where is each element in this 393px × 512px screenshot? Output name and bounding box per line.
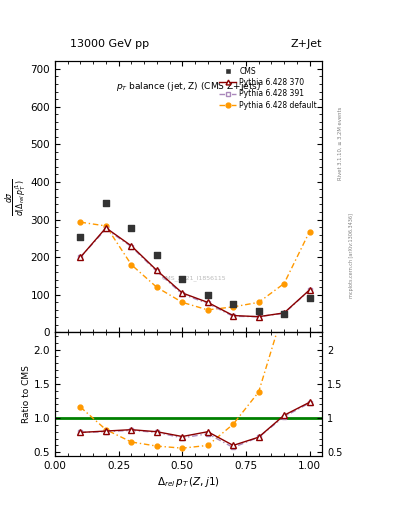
Point — [255, 307, 262, 315]
Point — [179, 274, 185, 283]
Point — [281, 310, 287, 318]
Point — [307, 294, 313, 302]
Point — [154, 251, 160, 260]
Y-axis label: Ratio to CMS: Ratio to CMS — [22, 365, 31, 423]
X-axis label: $\Delta_{rel}\,p_T\,(Z,j1)$: $\Delta_{rel}\,p_T\,(Z,j1)$ — [157, 475, 220, 489]
Text: CMS_2021_I1856115: CMS_2021_I1856115 — [162, 275, 226, 281]
Point — [205, 291, 211, 299]
Point — [128, 224, 134, 232]
Point — [103, 199, 109, 207]
Text: Z+Jet: Z+Jet — [291, 38, 322, 49]
Point — [77, 233, 84, 241]
Y-axis label: $\frac{d\sigma}{d(\Delta_{rel}\,p_T^{j1})}$: $\frac{d\sigma}{d(\Delta_{rel}\,p_T^{j1}… — [4, 178, 29, 216]
Point — [230, 300, 236, 308]
Legend: CMS, Pythia 6.428 370, Pythia 6.428 391, Pythia 6.428 default: CMS, Pythia 6.428 370, Pythia 6.428 391,… — [218, 65, 318, 111]
Text: $p_T$ balance (jet, Z) (CMS Z+jets): $p_T$ balance (jet, Z) (CMS Z+jets) — [116, 80, 261, 93]
Text: mcplots.cern.ch [arXiv:1306.3436]: mcplots.cern.ch [arXiv:1306.3436] — [349, 214, 354, 298]
Text: Rivet 3.1.10, ≥ 3.2M events: Rivet 3.1.10, ≥ 3.2M events — [338, 106, 342, 180]
Text: 13000 GeV pp: 13000 GeV pp — [70, 38, 150, 49]
